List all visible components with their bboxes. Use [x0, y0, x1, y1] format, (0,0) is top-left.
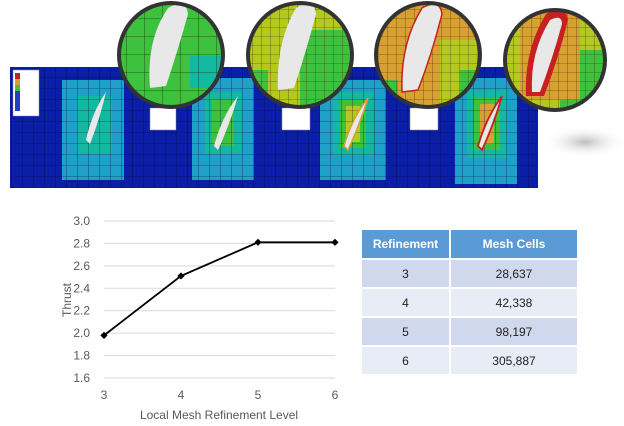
table-header-row: Refinement Mesh Cells [362, 230, 577, 258]
cell-refinement: 3 [362, 260, 449, 287]
table-row: 6 305,887 [362, 347, 577, 374]
y-tick-labels: 1.6 1.8 2.0 2.2 2.4 2.6 2.8 3.0 [73, 214, 90, 385]
y-tick-label: 1.6 [73, 371, 90, 385]
y-axis-title: Thrust [60, 282, 74, 317]
y-tick-label: 3.0 [73, 214, 90, 228]
cell-refinement: 4 [362, 289, 449, 316]
mesh-legend-4 [409, 107, 439, 131]
mesh-legend-3 [281, 107, 311, 131]
table-row: 3 28,637 [362, 260, 577, 287]
mesh-panel-2 [145, 67, 275, 188]
y-gridlines [104, 220, 335, 379]
y-tick-label: 2.0 [73, 326, 90, 340]
data-point-marker [100, 331, 108, 339]
table-row: 5 98,197 [362, 318, 577, 345]
series-line-thrust [103, 241, 335, 337]
table-row: 4 42,338 [362, 289, 577, 316]
zoom-ring-2 [246, 1, 354, 109]
cell-mesh-cells: 28,637 [449, 260, 577, 287]
data-markers [100, 238, 339, 339]
data-point-marker [254, 238, 262, 246]
zoom-circle-2 [248, 3, 352, 107]
cell-refinement: 6 [362, 347, 449, 374]
y-tick-label: 2.8 [73, 236, 90, 250]
zoom-circle-4 [505, 10, 605, 110]
x-tick-label: 6 [332, 388, 339, 402]
y-tick-label: 2.6 [73, 259, 90, 273]
x-axis-title: Local Mesh Refinement Level [140, 408, 298, 422]
y-tick-label: 2.2 [73, 304, 90, 318]
cell-mesh-cells: 305,887 [449, 347, 577, 374]
x-tick-label: 5 [255, 388, 262, 402]
x-tick-label: 3 [101, 388, 108, 402]
zoom-circle-3 [376, 3, 480, 107]
cell-mesh-cells: 98,197 [449, 318, 577, 345]
col-header-refinement: Refinement [362, 230, 449, 258]
col-header-mesh-cells: Mesh Cells [449, 230, 577, 258]
zoom-shadow [543, 126, 624, 158]
zoom-ring-3 [374, 1, 482, 109]
x-tick-label: 4 [178, 388, 185, 402]
cell-refinement: 5 [362, 318, 449, 345]
mesh-results-table: Refinement Mesh Cells 3 28,637 4 42,338 … [362, 228, 577, 376]
zoom-ring-4 [503, 8, 607, 112]
y-tick-label: 2.4 [73, 281, 90, 295]
mesh-refinement-figure [10, 1, 624, 188]
mesh-legend-2 [149, 107, 177, 131]
cell-mesh-cells: 42,338 [449, 289, 577, 316]
mesh-panel-1 [10, 67, 145, 188]
zoom-ring-1 [117, 1, 225, 109]
data-point-marker [331, 238, 339, 246]
x-tick-labels: 3 4 5 6 [101, 388, 339, 402]
thrust-chart: 1.6 1.8 2.0 2.2 2.4 2.6 2.8 3.0 3 4 5 6 Thrust Loc… [60, 214, 339, 422]
y-tick-label: 1.8 [73, 349, 90, 363]
